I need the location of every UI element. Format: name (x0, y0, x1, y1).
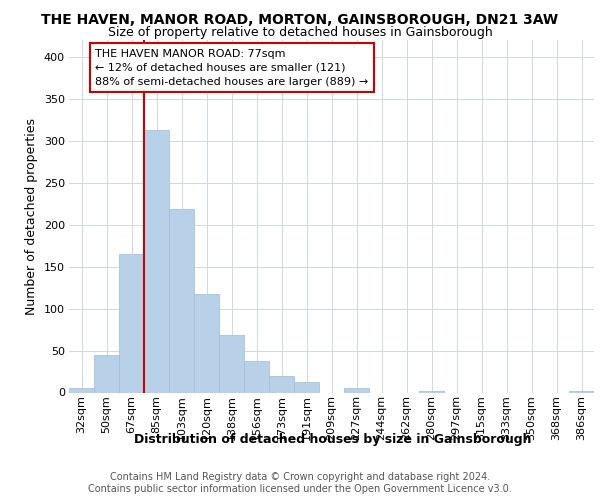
Text: Contains HM Land Registry data © Crown copyright and database right 2024.: Contains HM Land Registry data © Crown c… (110, 472, 490, 482)
Bar (344, 388, 369, 392)
Bar (169, 208, 194, 392)
Bar (69, 388, 94, 392)
Text: THE HAVEN, MANOR ROAD, MORTON, GAINSBOROUGH, DN21 3AW: THE HAVEN, MANOR ROAD, MORTON, GAINSBORO… (41, 12, 559, 26)
Text: Distribution of detached houses by size in Gainsborough: Distribution of detached houses by size … (134, 432, 532, 446)
Bar (144, 130, 169, 392)
Bar (194, 294, 219, 392)
Y-axis label: Number of detached properties: Number of detached properties (25, 118, 38, 315)
Text: Contains public sector information licensed under the Open Government Licence v3: Contains public sector information licen… (88, 484, 512, 494)
Bar (569, 391, 594, 392)
Text: Size of property relative to detached houses in Gainsborough: Size of property relative to detached ho… (107, 26, 493, 39)
Bar (94, 354, 119, 393)
Text: THE HAVEN MANOR ROAD: 77sqm
← 12% of detached houses are smaller (121)
88% of se: THE HAVEN MANOR ROAD: 77sqm ← 12% of det… (95, 49, 368, 87)
Bar (294, 382, 319, 392)
Bar (419, 391, 444, 392)
Bar (269, 376, 294, 392)
Bar (244, 360, 269, 392)
Bar (119, 254, 144, 392)
Bar (219, 336, 244, 392)
